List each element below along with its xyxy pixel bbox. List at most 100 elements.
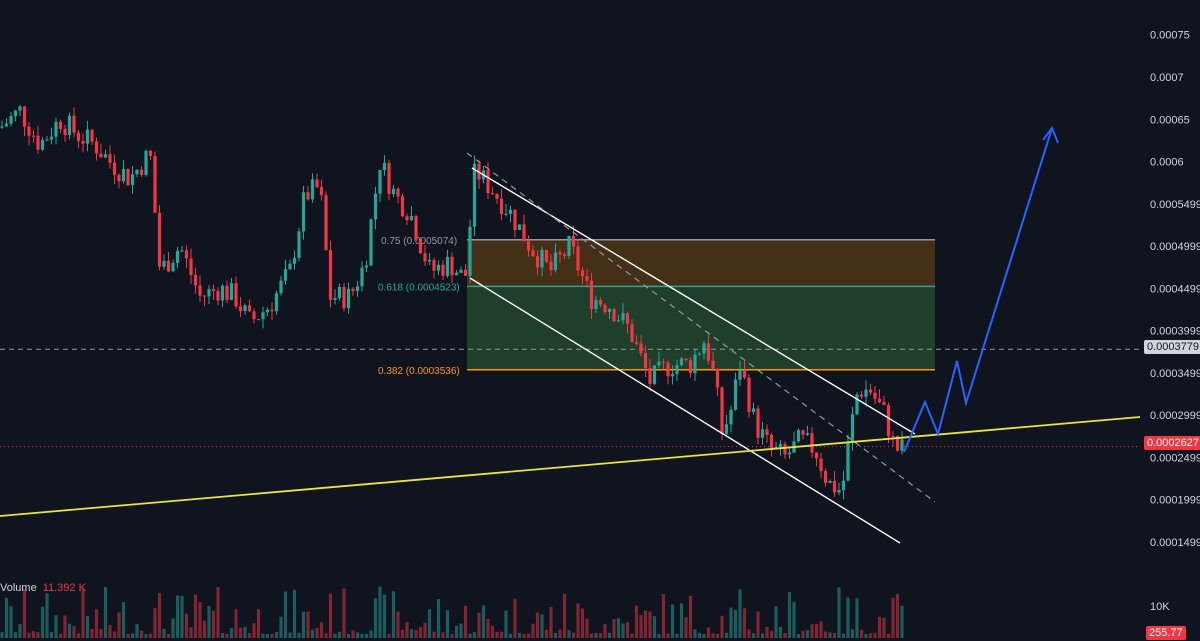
candle-body	[243, 305, 247, 312]
candle-body	[468, 226, 472, 276]
candle-body	[832, 480, 837, 493]
volume-bar	[220, 633, 225, 638]
candle-body	[580, 270, 585, 277]
candle-body	[783, 444, 787, 455]
volume-bar	[706, 627, 711, 638]
candle-body	[396, 188, 400, 197]
candle-body	[0, 126, 4, 128]
volume-bar	[661, 594, 666, 638]
candle-body	[283, 269, 288, 281]
volume-bar	[18, 624, 22, 638]
volume-bar	[891, 597, 895, 638]
y-axis-tick-label: 0.0007	[1150, 72, 1184, 84]
candle-body	[693, 354, 697, 374]
volume-bar	[522, 633, 526, 638]
volume-bar	[531, 623, 535, 638]
candle-body	[292, 257, 297, 264]
volume-bar	[769, 630, 774, 638]
volume-bar	[459, 623, 463, 638]
volume-bar	[166, 633, 171, 638]
volume-bar	[391, 591, 396, 638]
candle-body	[274, 293, 279, 312]
volume-bar	[9, 606, 13, 638]
candle-body	[301, 192, 306, 232]
channel-mid-line	[466, 152, 936, 503]
candle-body	[261, 312, 265, 320]
volume-bar	[315, 627, 319, 638]
y-axis-tick-label: 0.0002999	[1150, 410, 1200, 422]
volume-bar	[189, 627, 193, 638]
volume-bar	[175, 595, 180, 638]
volume-bar	[702, 633, 706, 638]
volume-bar	[414, 629, 418, 638]
volume-bar	[72, 626, 76, 638]
candle-body	[288, 263, 292, 270]
candle-body	[666, 362, 670, 377]
candle-body	[738, 370, 742, 380]
candle-body	[846, 441, 850, 481]
candle-body	[189, 258, 193, 276]
volume-bar	[697, 632, 702, 638]
candle-body	[216, 291, 220, 301]
candle-body	[405, 216, 409, 221]
volume-bar	[495, 631, 499, 638]
candle-body	[346, 288, 351, 309]
volume-bar	[589, 633, 594, 638]
candle-body	[18, 106, 22, 111]
y-axis-tick-label: 0.0006	[1150, 157, 1184, 169]
volume-bar	[648, 611, 652, 638]
volume-bar	[850, 629, 855, 638]
candle-body	[837, 490, 841, 493]
volume-bar	[270, 633, 274, 638]
candle-body	[351, 288, 355, 291]
volume-bar	[846, 597, 850, 638]
candle-body	[715, 368, 720, 388]
candle-body	[616, 320, 621, 322]
candle-body	[729, 409, 733, 425]
candle-body	[126, 168, 130, 186]
candle-body	[171, 262, 175, 272]
volume-bar	[724, 632, 729, 638]
volume-bar	[400, 629, 405, 638]
candle-body	[67, 115, 72, 135]
candle-body	[441, 264, 445, 276]
volume-bar	[306, 611, 310, 638]
candle-body	[625, 313, 630, 325]
volume-bar	[445, 610, 450, 638]
candle-body	[751, 408, 756, 412]
candle-body	[522, 224, 526, 242]
volume-bar	[27, 632, 31, 638]
candle-body	[81, 140, 85, 144]
volume-bar	[121, 602, 126, 638]
volume-bar	[139, 630, 144, 638]
volume-bar	[801, 630, 805, 638]
volume-bar	[54, 615, 58, 638]
volume-bar	[184, 613, 189, 638]
candle-body	[643, 353, 648, 368]
volume-bar	[886, 633, 891, 638]
volume-bar	[67, 623, 72, 638]
volume-bar	[751, 633, 756, 638]
candle-body	[814, 452, 819, 459]
candle-body	[256, 319, 261, 321]
candle-body	[234, 283, 238, 307]
volume-bar	[58, 633, 63, 638]
candle-body	[630, 324, 634, 343]
candle-body	[517, 224, 522, 230]
y-axis-tick-label: 0.0001999	[1150, 495, 1200, 507]
volume-bar	[868, 633, 873, 638]
candle-body	[670, 374, 675, 377]
volume-bar	[625, 622, 630, 638]
volume-bar	[486, 618, 490, 638]
volume-bar	[157, 593, 162, 638]
volume-bar	[454, 625, 459, 638]
candle-body	[850, 414, 855, 442]
volume-bar	[207, 606, 211, 638]
volume-bar	[472, 632, 477, 638]
projection-path	[903, 127, 1053, 453]
candle-body	[760, 429, 765, 438]
candle-body	[328, 250, 333, 300]
candle-body	[720, 387, 724, 435]
